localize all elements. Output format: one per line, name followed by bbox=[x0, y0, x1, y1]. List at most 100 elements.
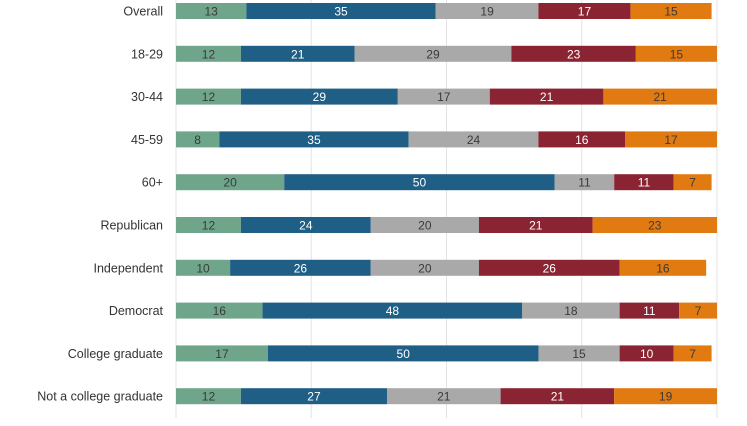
data-label: 18 bbox=[564, 304, 578, 318]
bar-row: Overall 13 35 19 17 15 bbox=[123, 3, 712, 19]
bar-segment bbox=[619, 302, 680, 319]
data-label: 16 bbox=[575, 133, 589, 147]
data-label: 21 bbox=[291, 47, 305, 61]
bar-row: Not a college graduate 12 27 21 21 19 bbox=[37, 388, 717, 405]
category-label: 45-59 bbox=[131, 133, 163, 147]
category-label: Independent bbox=[93, 261, 163, 275]
data-label: 15 bbox=[572, 347, 586, 361]
bar-segment bbox=[397, 88, 490, 105]
bar-segment bbox=[370, 217, 479, 233]
bar-segment bbox=[176, 345, 268, 362]
data-label: 24 bbox=[467, 133, 481, 147]
bar-row: Republican 12 24 20 21 23 bbox=[100, 217, 717, 233]
bar-segment bbox=[176, 88, 241, 105]
bar-segment bbox=[408, 131, 539, 148]
data-label: 20 bbox=[223, 176, 237, 190]
data-label: 26 bbox=[294, 261, 308, 275]
bar-segment bbox=[354, 45, 512, 62]
bar-segment bbox=[240, 45, 355, 62]
bar-segment bbox=[554, 174, 615, 191]
bar-segment bbox=[230, 259, 371, 276]
bar-segment bbox=[603, 88, 717, 105]
data-label: 7 bbox=[689, 176, 696, 190]
data-label: 26 bbox=[543, 261, 557, 275]
data-label: 10 bbox=[640, 347, 654, 361]
bar-row: 30-44 12 29 17 21 21 bbox=[131, 88, 717, 105]
bar-segment bbox=[176, 131, 220, 148]
data-label: 16 bbox=[213, 304, 227, 318]
data-label: 21 bbox=[437, 390, 451, 404]
bar-segment bbox=[370, 259, 479, 276]
bar-segment bbox=[630, 3, 712, 19]
bar-segment bbox=[176, 388, 241, 405]
bar-row: 18-29 12 21 29 23 15 bbox=[131, 45, 717, 62]
data-label: 50 bbox=[397, 347, 411, 361]
bar-segment bbox=[176, 174, 285, 191]
bar-segment bbox=[592, 217, 717, 233]
bar-segment bbox=[673, 345, 712, 362]
bar-segment bbox=[614, 388, 717, 405]
data-label: 20 bbox=[418, 261, 432, 275]
bar-segment bbox=[262, 302, 523, 319]
data-label: 29 bbox=[426, 47, 440, 61]
bar-row: Independent 10 26 20 26 16 bbox=[93, 259, 707, 276]
data-label: 24 bbox=[299, 219, 313, 233]
bar-segment bbox=[246, 3, 436, 19]
data-label: 11 bbox=[578, 176, 591, 190]
data-label: 12 bbox=[202, 219, 216, 233]
category-label: College graduate bbox=[68, 347, 163, 361]
bar-segment bbox=[538, 3, 631, 19]
data-label: 19 bbox=[480, 5, 494, 19]
bar-segment bbox=[679, 302, 717, 319]
data-label: 15 bbox=[664, 5, 678, 19]
data-label: 50 bbox=[413, 176, 427, 190]
data-label: 11 bbox=[638, 176, 651, 190]
data-label: 21 bbox=[529, 219, 543, 233]
data-label: 23 bbox=[567, 47, 581, 61]
bar-segment bbox=[176, 3, 247, 19]
data-label: 17 bbox=[215, 347, 229, 361]
data-label: 27 bbox=[307, 390, 321, 404]
bar-segment bbox=[176, 217, 241, 233]
data-label: 17 bbox=[664, 133, 678, 147]
bar-segment bbox=[635, 45, 717, 62]
bar-segment bbox=[435, 3, 539, 19]
data-label: 29 bbox=[313, 90, 327, 104]
data-label: 17 bbox=[578, 5, 592, 19]
bar-segment bbox=[240, 217, 371, 233]
data-label: 21 bbox=[540, 90, 554, 104]
data-label: 8 bbox=[194, 133, 201, 147]
bar-segment bbox=[284, 174, 555, 191]
category-label: Republican bbox=[100, 219, 163, 233]
data-label: 15 bbox=[670, 47, 684, 61]
data-label: 10 bbox=[196, 261, 210, 275]
bar-segment bbox=[522, 302, 620, 319]
bar-segment bbox=[219, 131, 409, 148]
bar-segment bbox=[478, 259, 620, 276]
bar-row: 60+ 20 50 11 11 7 bbox=[142, 174, 712, 191]
data-label: 12 bbox=[202, 390, 216, 404]
bar-row: 45-59 8 35 24 16 17 bbox=[131, 131, 717, 148]
bar-row: College graduate 17 50 15 10 7 bbox=[68, 345, 712, 362]
data-label: 7 bbox=[689, 347, 696, 361]
bar-segment bbox=[240, 388, 387, 405]
data-label: 35 bbox=[307, 133, 321, 147]
bar-row: Democrat 16 48 18 11 7 bbox=[109, 302, 717, 319]
bar-segment bbox=[500, 388, 615, 405]
data-label: 21 bbox=[551, 390, 565, 404]
data-label: 20 bbox=[418, 219, 432, 233]
category-label: 18-29 bbox=[131, 47, 163, 61]
data-label: 16 bbox=[656, 261, 670, 275]
category-label: Not a college graduate bbox=[37, 390, 163, 404]
category-label: 30-44 bbox=[131, 90, 163, 104]
data-label: 21 bbox=[654, 90, 668, 104]
bar-segment bbox=[619, 259, 707, 276]
data-label: 12 bbox=[202, 47, 216, 61]
data-label: 48 bbox=[386, 304, 400, 318]
category-label: Overall bbox=[123, 5, 163, 19]
data-label: 13 bbox=[204, 5, 218, 19]
data-label: 7 bbox=[695, 304, 702, 318]
data-label: 12 bbox=[202, 90, 216, 104]
bar-segment bbox=[176, 45, 241, 62]
